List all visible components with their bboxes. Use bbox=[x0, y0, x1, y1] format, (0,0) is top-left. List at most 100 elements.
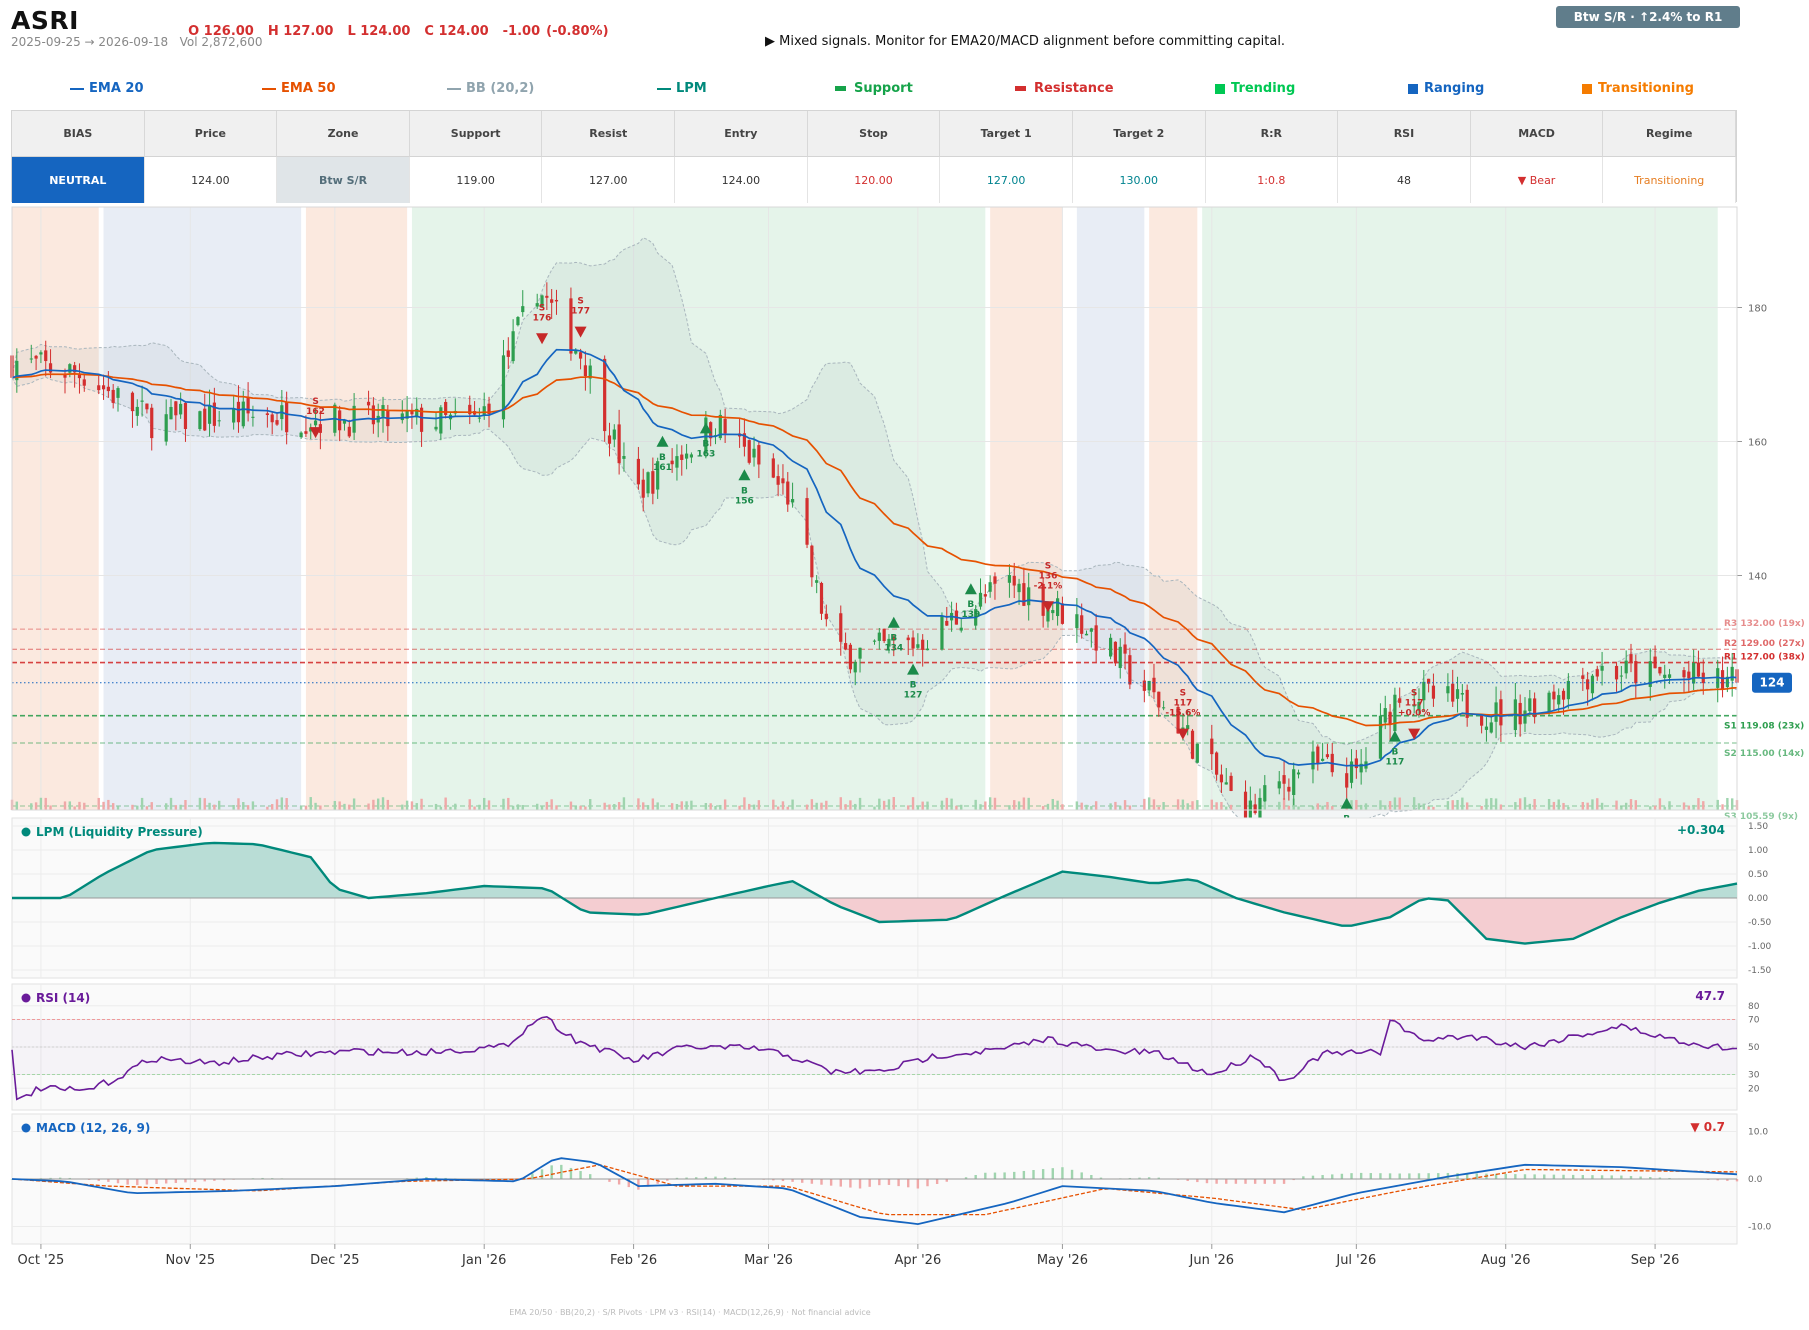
macd-histogram-bar bbox=[1716, 1179, 1719, 1181]
lpm-panel-y-tick-label: -0.50 bbox=[1748, 918, 1772, 928]
volume-bar bbox=[1359, 804, 1363, 810]
candle-body bbox=[853, 662, 857, 673]
volume-bar bbox=[1716, 799, 1719, 810]
volume-bar bbox=[1321, 805, 1324, 810]
macd-histogram-bar bbox=[107, 1179, 110, 1182]
candle-body bbox=[848, 644, 853, 670]
macd-histogram-bar bbox=[1543, 1174, 1546, 1179]
macd-histogram-bar bbox=[1562, 1174, 1565, 1179]
legend-ranging: Ranging bbox=[1408, 81, 1484, 96]
macd-histogram-bar bbox=[1398, 1173, 1401, 1179]
macd-histogram-bar bbox=[1581, 1175, 1585, 1179]
macd-histogram-bar bbox=[675, 1177, 679, 1179]
candle-body bbox=[342, 420, 347, 424]
volume-bar bbox=[352, 798, 356, 810]
candle-body bbox=[482, 406, 486, 416]
table-header-bias: BIAS bbox=[12, 111, 145, 157]
volume-bar bbox=[1697, 798, 1700, 810]
candle-body bbox=[309, 427, 313, 432]
macd-histogram-bar bbox=[1273, 1179, 1276, 1184]
candle-body bbox=[217, 420, 221, 422]
volume-bar bbox=[1384, 805, 1387, 810]
candle-body bbox=[1682, 670, 1686, 678]
macd-histogram-bar bbox=[1138, 1177, 1141, 1179]
candle-body bbox=[434, 426, 438, 430]
volume-bar bbox=[232, 805, 235, 810]
candle-body bbox=[1451, 683, 1455, 702]
volume-bar bbox=[738, 805, 741, 810]
legend-label: BB (20,2) bbox=[466, 81, 535, 96]
volume-bar bbox=[136, 805, 139, 810]
buy-signal-marker bbox=[887, 616, 900, 628]
macd-histogram-bar bbox=[897, 1179, 900, 1187]
sell-signal-pct: -15.6% bbox=[1165, 709, 1200, 719]
sell-signal-side: S bbox=[1411, 689, 1417, 699]
regime-band-ranging bbox=[1076, 207, 1145, 810]
candle-body bbox=[1692, 662, 1696, 684]
volume-bar bbox=[805, 804, 809, 810]
candle-body bbox=[439, 407, 443, 434]
candle-body bbox=[1075, 614, 1079, 629]
candle-body bbox=[1648, 661, 1652, 687]
volume-bar bbox=[680, 801, 683, 810]
table-header-target-1: Target 1 bbox=[940, 111, 1073, 157]
candle-body bbox=[1494, 702, 1498, 722]
macd-histogram-bar bbox=[1475, 1173, 1479, 1179]
close-value: C 124.00 bbox=[424, 24, 489, 39]
regime-band-ranging bbox=[103, 207, 302, 810]
legend-label: Transitioning bbox=[1598, 81, 1694, 96]
buy-signal-marker bbox=[656, 435, 669, 447]
volume-bar bbox=[386, 799, 390, 810]
candle-body bbox=[179, 403, 183, 415]
candle-body bbox=[651, 471, 655, 494]
volume-bar bbox=[743, 797, 746, 810]
sell-signal-price: 162 bbox=[306, 407, 325, 417]
candle-body bbox=[887, 638, 891, 647]
volume-bar bbox=[1624, 802, 1628, 810]
rsi-panel-y-tick-label: 30 bbox=[1748, 1071, 1760, 1081]
sell-signal-marker bbox=[1041, 601, 1054, 613]
candle-body bbox=[419, 407, 424, 432]
candle-body bbox=[1725, 676, 1729, 688]
candle-body bbox=[810, 545, 814, 578]
candle-body bbox=[839, 613, 843, 642]
volume-bar bbox=[815, 802, 818, 810]
candle-body bbox=[285, 401, 289, 433]
candle-body bbox=[82, 379, 86, 386]
candle-body bbox=[1056, 598, 1060, 617]
volume-bar bbox=[1653, 805, 1657, 810]
candle-body bbox=[1417, 701, 1421, 711]
candle-body bbox=[819, 582, 824, 614]
volume-bar bbox=[651, 798, 655, 810]
candle-body bbox=[1614, 665, 1619, 680]
volume-bar bbox=[1523, 797, 1527, 810]
candle-body bbox=[169, 406, 173, 420]
candle-body bbox=[1296, 772, 1301, 775]
sr-level-label: S3 105.59 (9x) bbox=[1724, 812, 1798, 822]
volume-bar bbox=[1056, 800, 1059, 810]
volume-bar bbox=[1355, 799, 1358, 810]
volume-bar bbox=[916, 805, 920, 810]
price-y-tick-label: 140 bbox=[1748, 572, 1767, 583]
legend-bb-20-2: BB (20,2) bbox=[447, 81, 534, 96]
candle-body bbox=[1080, 615, 1084, 634]
lpm-panel-y-tick-label: 1.50 bbox=[1748, 822, 1768, 832]
candle-body bbox=[1186, 725, 1190, 730]
volume-bar bbox=[97, 797, 100, 810]
candle-body bbox=[1629, 654, 1633, 663]
buy-signal-price: 134 bbox=[884, 644, 903, 654]
candle-body bbox=[174, 401, 178, 416]
macd-histogram-bar bbox=[155, 1179, 158, 1185]
table-cell-entry: 124.00 bbox=[675, 157, 808, 203]
legend-label: Ranging bbox=[1424, 81, 1485, 96]
macd-histogram-bar bbox=[425, 1177, 428, 1179]
macd-histogram-bar bbox=[1465, 1173, 1469, 1179]
volume-bar bbox=[584, 806, 587, 810]
macd-histogram-bar bbox=[174, 1179, 178, 1183]
candle-body bbox=[366, 401, 371, 406]
volume-bar bbox=[1634, 800, 1638, 810]
macd-histogram-bar bbox=[781, 1179, 785, 1182]
volume-bar bbox=[516, 804, 520, 810]
volume-bar bbox=[622, 797, 626, 810]
candle-body bbox=[959, 627, 963, 631]
